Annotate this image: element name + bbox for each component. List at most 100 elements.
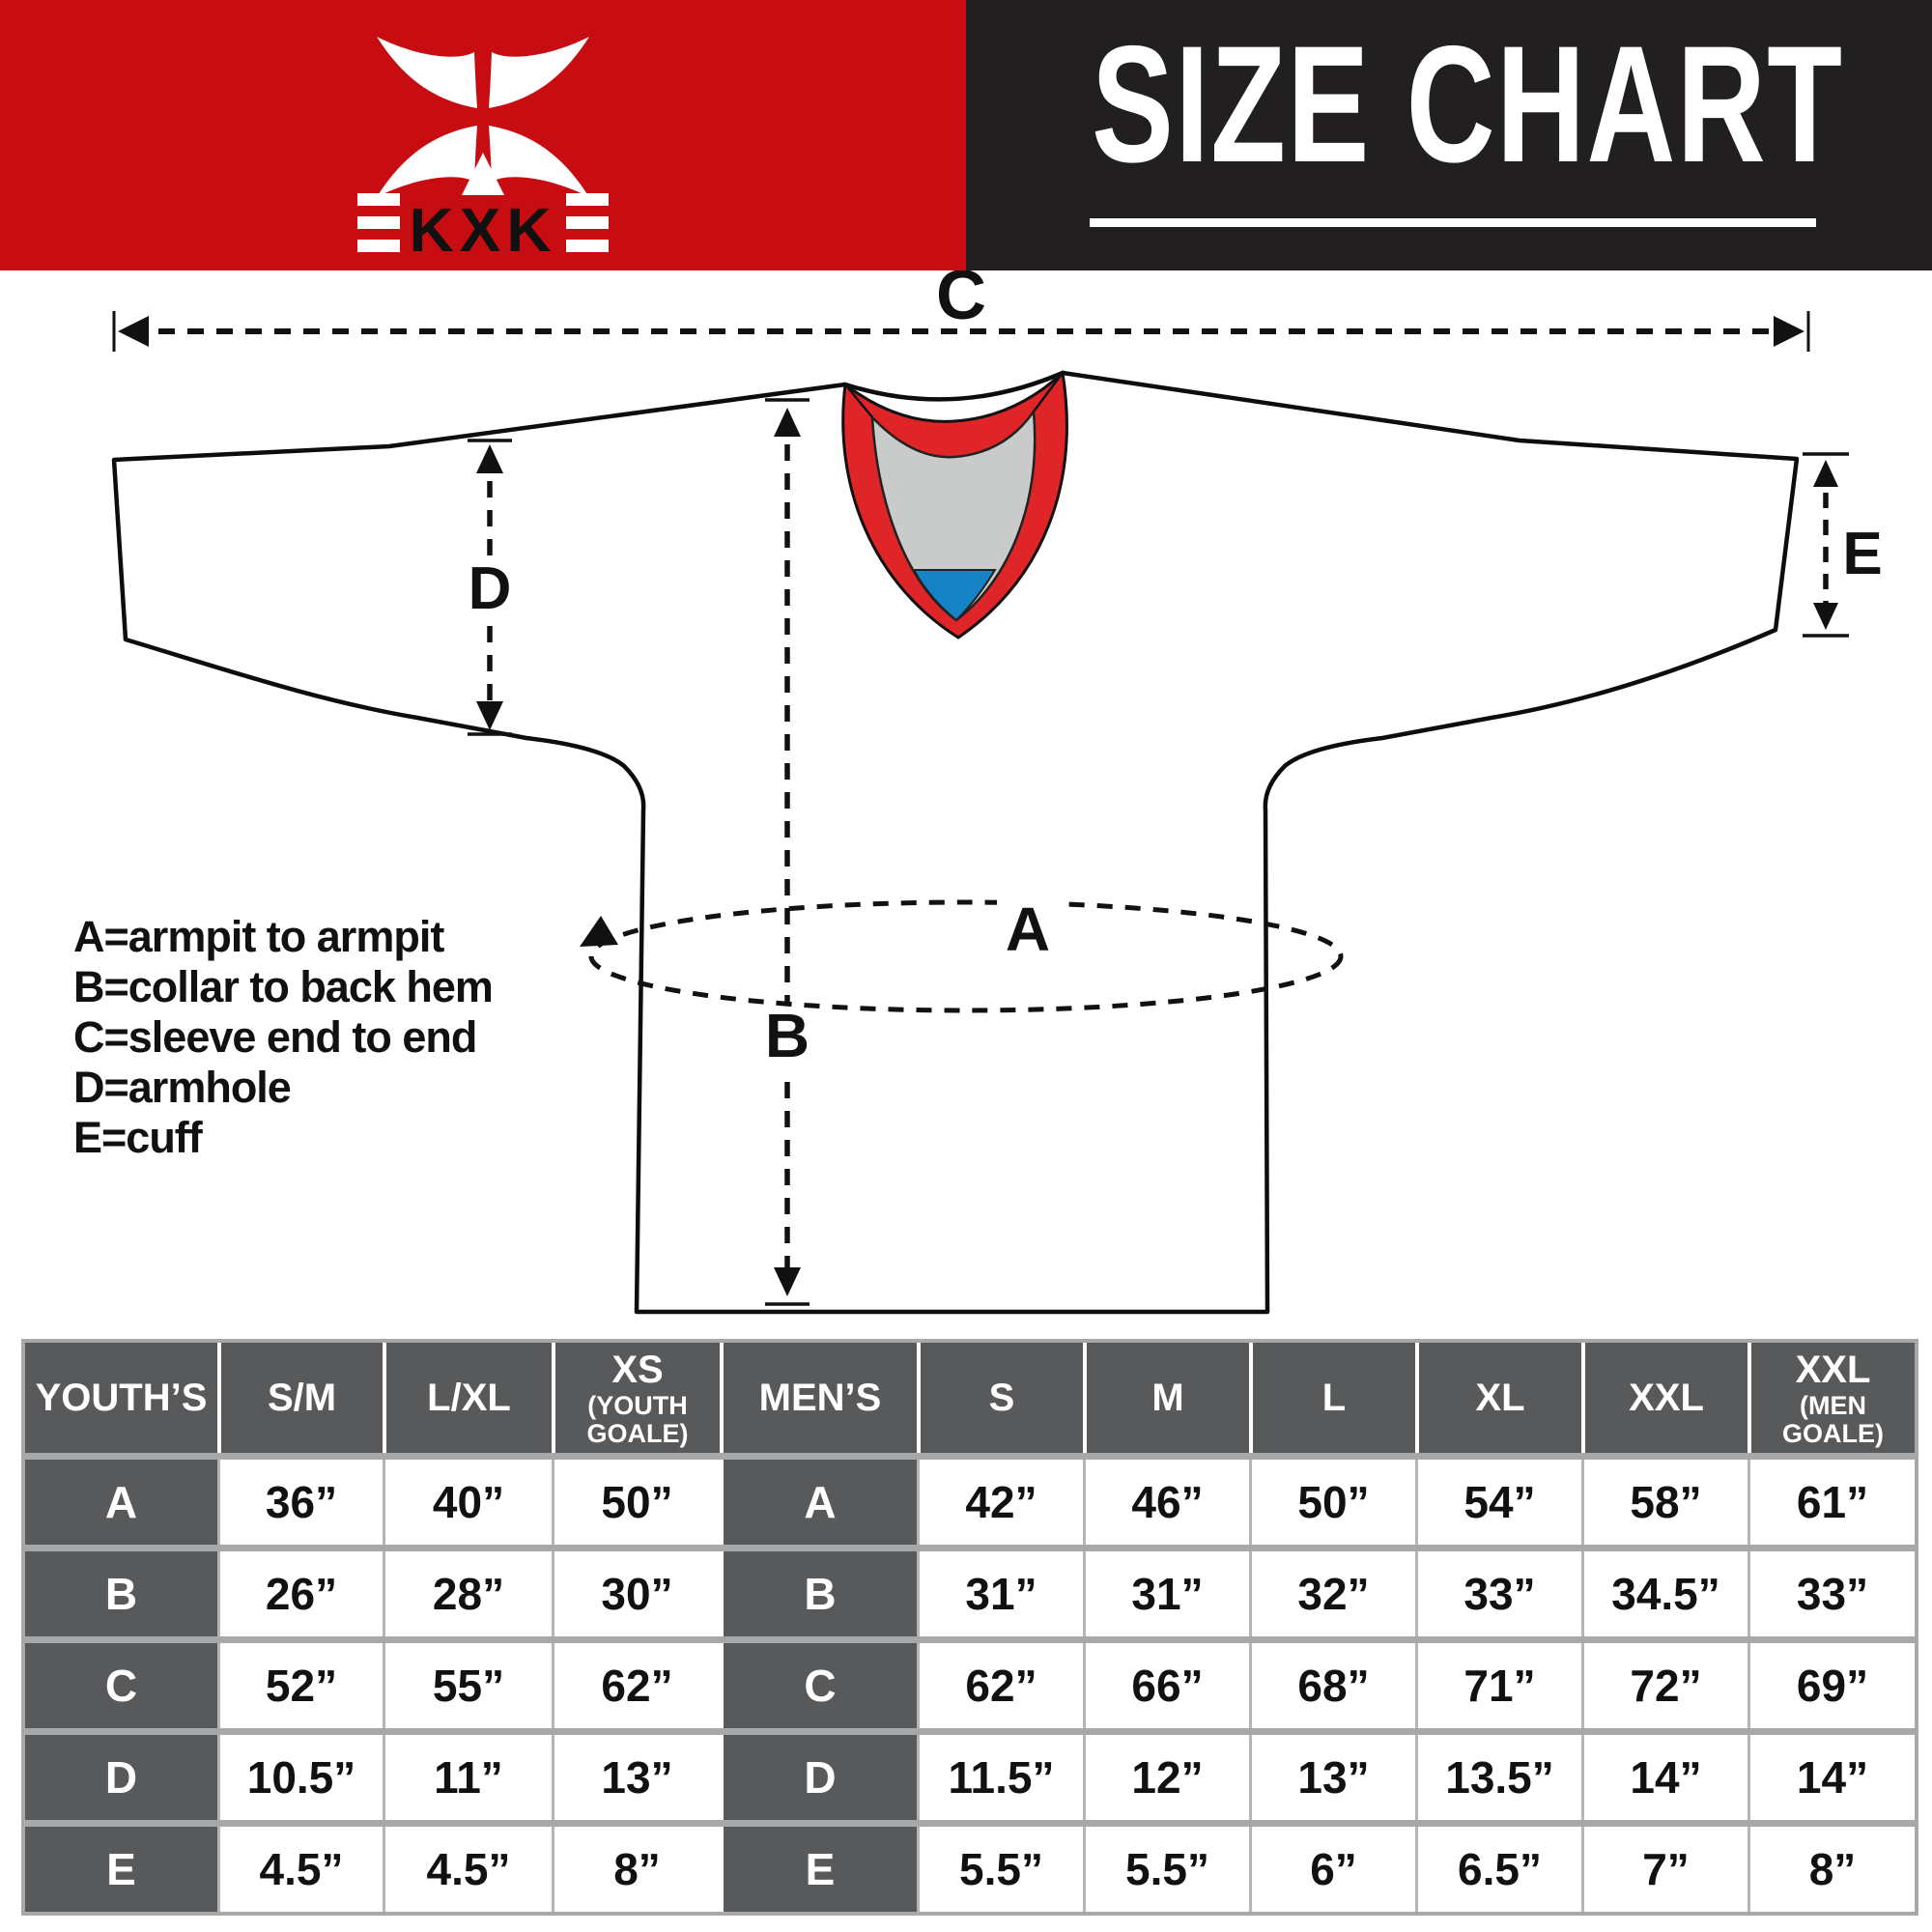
size-cell: 58” bbox=[1581, 1460, 1747, 1545]
size-cell: 50” bbox=[552, 1460, 720, 1545]
col-header-xs: XS (YOUTH GOALE) bbox=[552, 1343, 720, 1453]
size-cell: 5.5” bbox=[1083, 1827, 1249, 1912]
size-cell: 72” bbox=[1581, 1643, 1747, 1728]
col-header-xs-main: XS bbox=[611, 1348, 664, 1391]
row-label: D bbox=[720, 1735, 917, 1820]
dim-line-c bbox=[112, 311, 1810, 352]
row-label: D bbox=[25, 1735, 217, 1820]
row-label: E bbox=[720, 1827, 917, 1912]
size-cell: 13” bbox=[1249, 1735, 1415, 1820]
size-cell: 13” bbox=[552, 1735, 720, 1820]
col-header-l: L bbox=[1249, 1343, 1415, 1453]
size-cell: 26” bbox=[217, 1551, 383, 1636]
header-red-panel bbox=[0, 0, 966, 270]
logo-text: KXK bbox=[409, 195, 556, 265]
col-header-xl: XL bbox=[1415, 1343, 1581, 1453]
row-label: C bbox=[25, 1643, 217, 1728]
size-cell: 54” bbox=[1415, 1460, 1581, 1545]
legend-line: A=armpit to armpit bbox=[73, 912, 444, 961]
legend-line: C=sleeve end to end bbox=[73, 1012, 477, 1062]
size-cell: 31” bbox=[917, 1551, 1083, 1636]
dim-label-b: B bbox=[765, 1001, 810, 1070]
col-header-sm: S/M bbox=[217, 1343, 383, 1453]
measure-legend: A=armpit to armpit B=collar to back hem … bbox=[73, 912, 494, 1163]
dim-line-b bbox=[765, 398, 810, 1306]
dim-line-e bbox=[1803, 452, 1849, 638]
row-label: A bbox=[720, 1460, 917, 1545]
size-cell: 30” bbox=[552, 1551, 720, 1636]
size-cell: 31” bbox=[1083, 1551, 1249, 1636]
size-cell: 36” bbox=[217, 1460, 383, 1545]
size-cell: 34.5” bbox=[1581, 1551, 1747, 1636]
title-underline bbox=[1090, 218, 1816, 227]
dim-line-d bbox=[468, 439, 512, 736]
size-cell: 68” bbox=[1249, 1643, 1415, 1728]
page-title: SIZE CHART bbox=[1092, 12, 1844, 197]
legend-line: E=cuff bbox=[73, 1113, 203, 1162]
size-cell: 8” bbox=[552, 1827, 720, 1912]
size-cell: 52” bbox=[217, 1643, 383, 1728]
dim-ellipse-a bbox=[588, 899, 1344, 1013]
size-cell: 50” bbox=[1249, 1460, 1415, 1545]
dim-label-c: C bbox=[936, 270, 986, 334]
col-header-lxl: L/XL bbox=[383, 1343, 552, 1453]
size-cell: 42” bbox=[917, 1460, 1083, 1545]
size-cell: 46” bbox=[1083, 1460, 1249, 1545]
size-cell: 69” bbox=[1747, 1643, 1915, 1728]
col-header-xxl-goalie-main: XXL bbox=[1795, 1348, 1871, 1391]
size-table: YOUTH’S S/M L/XL XS (YOUTH GOALE) MEN’S … bbox=[21, 1339, 1918, 1916]
size-cell: 55” bbox=[383, 1643, 552, 1728]
size-cell: 8” bbox=[1747, 1827, 1915, 1912]
col-header-xxl: XXL bbox=[1581, 1343, 1747, 1453]
row-label: A bbox=[25, 1460, 217, 1545]
size-cell: 66” bbox=[1083, 1643, 1249, 1728]
size-cell: 11.5” bbox=[917, 1735, 1083, 1820]
collar-v-insert bbox=[912, 569, 997, 622]
col-header-xs-sub: (YOUTH GOALE) bbox=[586, 1390, 689, 1448]
size-cell: 10.5” bbox=[217, 1735, 383, 1820]
size-cell: 4.5” bbox=[217, 1827, 383, 1912]
size-cell: 62” bbox=[917, 1643, 1083, 1728]
size-cell: 12” bbox=[1083, 1735, 1249, 1820]
size-cell: 13.5” bbox=[1415, 1735, 1581, 1820]
collar-seam-left bbox=[844, 384, 873, 418]
size-cell: 33” bbox=[1747, 1551, 1915, 1636]
legend-line: D=armhole bbox=[73, 1063, 292, 1112]
size-cell: 62” bbox=[552, 1643, 720, 1728]
logo-right-bars-icon bbox=[566, 193, 609, 252]
col-header-m: M bbox=[1083, 1343, 1249, 1453]
dim-label-a-gap bbox=[997, 898, 1059, 958]
row-label: B bbox=[25, 1551, 217, 1636]
dim-label-e: E bbox=[1842, 521, 1882, 587]
size-cell: 4.5” bbox=[383, 1827, 552, 1912]
col-header-s: S bbox=[917, 1343, 1083, 1453]
row-label: E bbox=[25, 1827, 217, 1912]
size-cell: 14” bbox=[1747, 1735, 1915, 1820]
youth-header: YOUTH’S bbox=[25, 1343, 217, 1453]
kxk-logo-x-icon bbox=[377, 37, 589, 197]
size-cell: 40” bbox=[383, 1460, 552, 1545]
size-cell: 7” bbox=[1581, 1827, 1747, 1912]
logo-left-bars-icon bbox=[357, 193, 400, 252]
dim-label-b-gap bbox=[761, 1003, 813, 1072]
dim-ellipse-a-arrowhead bbox=[580, 916, 618, 947]
dim-label-d-gap bbox=[465, 556, 515, 620]
col-header-xxl-goalie-sub: (MEN GOALE) bbox=[1782, 1390, 1884, 1448]
row-label: C bbox=[720, 1643, 917, 1728]
size-cell: 28” bbox=[383, 1551, 552, 1636]
mens-header: MEN’S bbox=[720, 1343, 917, 1453]
size-cell: 61” bbox=[1747, 1460, 1915, 1545]
size-cell: 11” bbox=[383, 1735, 552, 1820]
size-cell: 6.5” bbox=[1415, 1827, 1581, 1912]
jersey-diagram: C D B E A bbox=[111, 270, 1883, 1315]
jersey-outline bbox=[111, 370, 1800, 1315]
size-cell: 71” bbox=[1415, 1643, 1581, 1728]
row-label: B bbox=[720, 1551, 917, 1636]
kxk-logo: KXK bbox=[357, 37, 609, 265]
col-header-xxl-goalie: XXL (MEN GOALE) bbox=[1747, 1343, 1915, 1453]
size-cell: 32” bbox=[1249, 1551, 1415, 1636]
size-cell: 6” bbox=[1249, 1827, 1415, 1912]
size-cell: 14” bbox=[1581, 1735, 1747, 1820]
legend-line: B=collar to back hem bbox=[73, 962, 494, 1011]
dim-label-d: D bbox=[469, 555, 512, 622]
